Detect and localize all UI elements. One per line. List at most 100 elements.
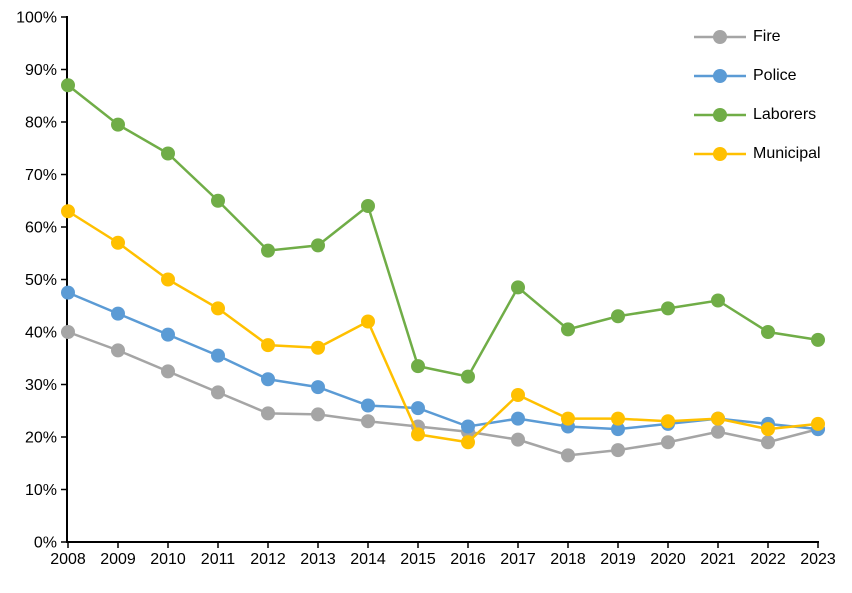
- legend-label: Municipal: [753, 145, 821, 162]
- x-axis-tick-label: 2022: [750, 551, 786, 568]
- data-point-laborers-2012: [261, 243, 275, 258]
- data-point-fire-2010: [161, 364, 175, 379]
- legend-item-fire: Fire: [694, 24, 821, 50]
- x-axis-tick-label: 2014: [350, 551, 386, 568]
- data-point-fire-2017: [511, 432, 525, 447]
- y-axis-tick-label: 60%: [25, 220, 57, 237]
- data-point-laborers-2009: [111, 117, 125, 132]
- data-point-municipal-2016: [461, 435, 475, 450]
- data-point-municipal-2022: [761, 422, 775, 437]
- x-axis-tick-label: 2020: [650, 551, 686, 568]
- data-point-fire-2008: [61, 325, 75, 339]
- legend-label: Police: [753, 67, 797, 84]
- x-axis-tick-label: 2010: [150, 551, 186, 568]
- data-point-municipal-2008: [61, 204, 75, 219]
- data-point-laborers-2023: [811, 332, 825, 347]
- data-point-laborers-2017: [511, 280, 525, 295]
- x-axis-tick-label: 2012: [250, 551, 286, 568]
- data-point-municipal-2018: [561, 411, 575, 426]
- legend-marker-police-icon: [694, 69, 746, 83]
- data-point-municipal-2012: [261, 338, 275, 353]
- x-axis-tick-label: 2013: [300, 551, 336, 568]
- data-point-laborers-2010: [161, 146, 175, 161]
- series-line-laborers: [67, 84, 819, 379]
- legend-item-laborers: Laborers: [694, 102, 821, 128]
- series-line-municipal: [67, 210, 819, 444]
- data-point-municipal-2011: [211, 301, 225, 316]
- y-axis-tick-label: 90%: [25, 62, 57, 79]
- data-point-fire-2011: [211, 385, 225, 400]
- data-point-fire-2020: [661, 435, 675, 450]
- data-point-fire-2014: [361, 414, 375, 429]
- x-axis-tick-label: 2023: [800, 551, 836, 568]
- legend-marker-fire-icon: [694, 30, 746, 44]
- data-point-laborers-2021: [711, 293, 725, 308]
- legend-label: Laborers: [753, 106, 817, 123]
- data-point-municipal-2019: [611, 411, 625, 426]
- y-axis-tick-label: 80%: [25, 115, 57, 132]
- data-point-laborers-2018: [561, 322, 575, 337]
- data-point-fire-2022: [761, 435, 775, 450]
- legend-label: Fire: [753, 28, 781, 45]
- y-axis-tick-label: 10%: [25, 482, 57, 499]
- y-axis-tick-label: 30%: [25, 377, 57, 394]
- legend-marker-municipal-icon: [694, 147, 746, 161]
- data-point-laborers-2019: [611, 309, 625, 324]
- data-point-laborers-2014: [361, 199, 375, 213]
- data-point-fire-2021: [711, 424, 725, 439]
- data-point-laborers-2008: [61, 78, 75, 93]
- data-point-police-2017: [511, 411, 525, 426]
- data-point-fire-2012: [261, 406, 275, 421]
- data-point-fire-2013: [311, 407, 325, 422]
- series-line-fire: [67, 330, 819, 457]
- x-axis-tick-label: 2016: [450, 551, 486, 568]
- legend-item-police: Police: [694, 63, 821, 89]
- data-point-police-2014: [361, 398, 375, 413]
- data-point-laborers-2015: [411, 359, 425, 374]
- data-point-laborers-2022: [761, 325, 775, 339]
- data-point-municipal-2014: [361, 314, 375, 329]
- x-axis-tick-label: 2017: [500, 551, 536, 568]
- x-axis-tick-label: 2015: [400, 551, 436, 568]
- data-point-police-2016: [461, 419, 475, 434]
- data-point-municipal-2023: [811, 416, 825, 431]
- x-axis-tick-label: 2019: [600, 551, 636, 568]
- legend-marker-laborers-icon: [694, 108, 746, 122]
- data-point-laborers-2020: [661, 301, 675, 316]
- series-line-police: [67, 291, 819, 431]
- data-point-laborers-2013: [311, 238, 325, 253]
- data-point-fire-2018: [561, 448, 575, 463]
- x-axis-tick-label: 2009: [100, 551, 136, 568]
- data-point-police-2013: [311, 380, 325, 395]
- data-point-municipal-2009: [111, 235, 125, 250]
- y-axis-tick-label: 20%: [25, 430, 57, 447]
- data-point-police-2015: [411, 401, 425, 416]
- data-point-municipal-2017: [511, 388, 525, 402]
- data-point-municipal-2015: [411, 427, 425, 442]
- x-axis-tick-label: 2008: [50, 551, 86, 568]
- data-point-police-2010: [161, 327, 175, 342]
- y-axis-tick-label: 40%: [25, 325, 57, 342]
- data-point-police-2008: [61, 285, 75, 300]
- data-point-municipal-2021: [711, 411, 725, 426]
- data-point-police-2011: [211, 348, 225, 363]
- y-axis-tick-label: 100%: [16, 10, 57, 27]
- y-axis-tick-label: 50%: [25, 272, 57, 289]
- data-point-fire-2019: [611, 443, 625, 458]
- data-point-police-2012: [261, 372, 275, 387]
- x-axis-tick-label: 2011: [201, 551, 236, 568]
- x-axis-tick-label: 2018: [550, 551, 586, 568]
- data-point-municipal-2020: [661, 414, 675, 429]
- data-point-municipal-2013: [311, 340, 325, 355]
- data-point-municipal-2010: [161, 272, 175, 287]
- legend-item-municipal: Municipal: [694, 141, 821, 167]
- data-point-laborers-2011: [211, 193, 225, 208]
- data-point-police-2019: [611, 422, 625, 437]
- y-axis-tick-label: 0%: [34, 535, 57, 552]
- y-axis-tick-label: 70%: [25, 167, 57, 184]
- data-point-laborers-2016: [461, 369, 475, 384]
- data-point-police-2009: [111, 306, 125, 321]
- data-point-fire-2009: [111, 343, 125, 358]
